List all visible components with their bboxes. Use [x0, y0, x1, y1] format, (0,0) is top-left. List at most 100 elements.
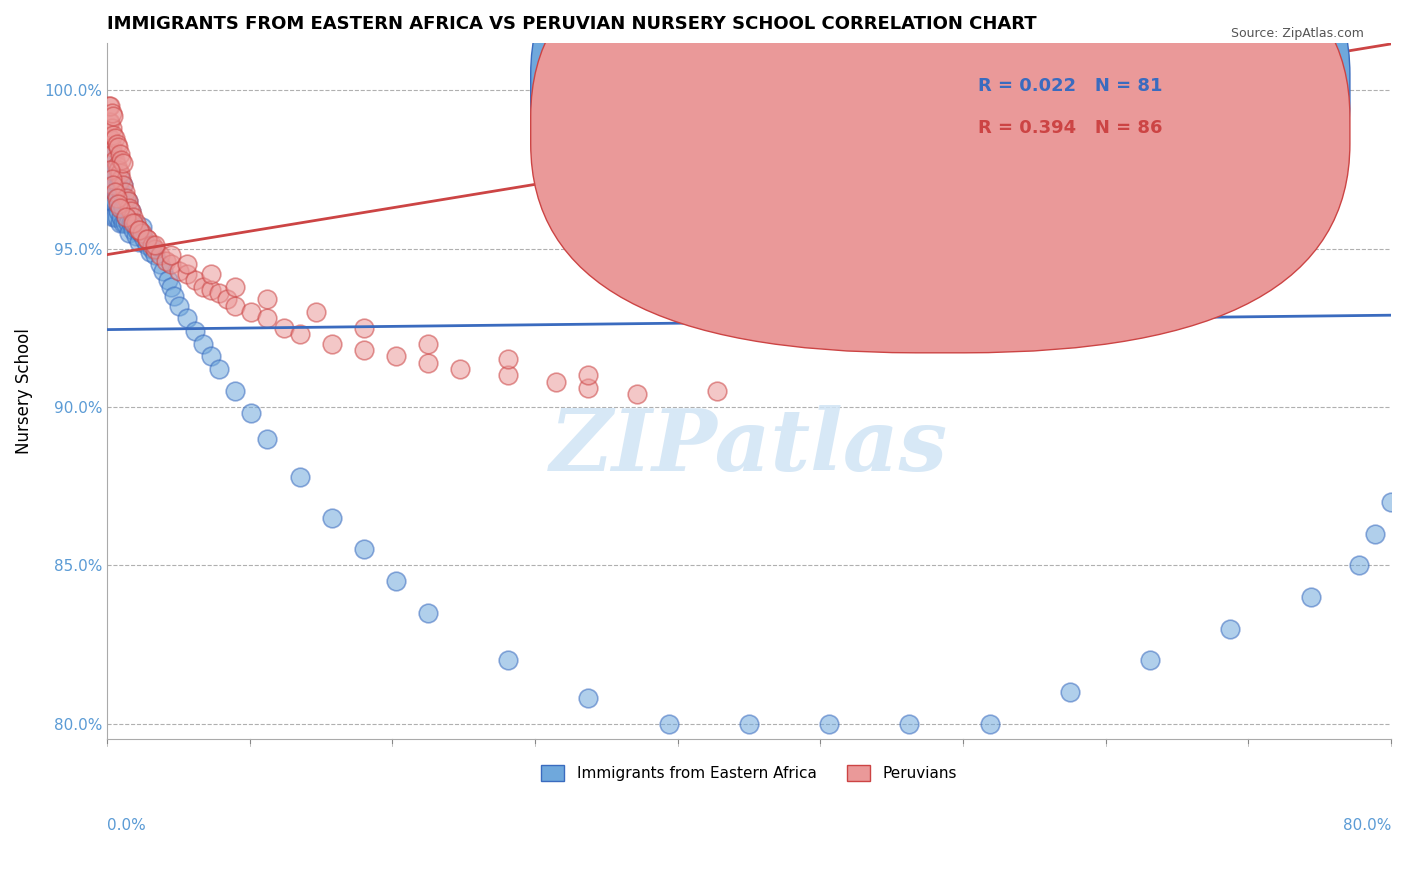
Point [132, 232, 155, 246]
Point [110, 172, 132, 186]
Point [125, 229, 148, 244]
Point [353, 343, 375, 357]
Point [321, 510, 343, 524]
Point [167, 264, 190, 278]
Point [98, 162, 121, 177]
Point [101, 146, 124, 161]
Point [110, 185, 132, 199]
Point [103, 210, 125, 224]
Point [208, 362, 231, 376]
Point [200, 283, 222, 297]
Point [111, 156, 134, 170]
Point [224, 384, 246, 398]
Point [578, 691, 600, 706]
Point [163, 289, 186, 303]
Point [97, 131, 120, 145]
Point [114, 216, 136, 230]
Point [103, 109, 125, 123]
Point [152, 264, 174, 278]
Point [120, 216, 142, 230]
Point [105, 191, 128, 205]
Point [288, 469, 311, 483]
Point [184, 273, 207, 287]
Point [114, 185, 136, 199]
Point [176, 311, 198, 326]
Point [131, 226, 153, 240]
Point [160, 248, 183, 262]
Point [224, 299, 246, 313]
Point [101, 105, 124, 120]
Point [217, 293, 239, 307]
Point [979, 716, 1001, 731]
Point [1379, 495, 1402, 509]
Point [139, 244, 162, 259]
Text: R = 0.022   N = 81: R = 0.022 N = 81 [977, 77, 1161, 95]
Text: R = 0.394   N = 86: R = 0.394 N = 86 [977, 119, 1161, 136]
Point [97, 115, 120, 129]
Point [321, 336, 343, 351]
Point [143, 248, 166, 262]
Point [136, 238, 159, 252]
Point [449, 362, 471, 376]
Point [111, 178, 134, 193]
Point [167, 299, 190, 313]
Point [103, 146, 125, 161]
Point [184, 324, 207, 338]
Point [304, 305, 326, 319]
Point [118, 226, 141, 240]
Point [1139, 653, 1161, 667]
Point [103, 194, 125, 209]
Point [156, 273, 179, 287]
Point [120, 203, 142, 218]
Point [738, 716, 761, 731]
Point [208, 285, 231, 300]
Point [97, 162, 120, 177]
Point [114, 194, 136, 209]
Text: Source: ZipAtlas.com: Source: ZipAtlas.com [1230, 27, 1364, 40]
Point [105, 210, 128, 224]
Point [136, 232, 159, 246]
Point [122, 216, 145, 230]
Point [200, 267, 222, 281]
Point [104, 131, 127, 145]
Point [104, 185, 127, 199]
Point [353, 320, 375, 334]
Point [105, 137, 128, 152]
Point [1299, 590, 1322, 604]
Point [121, 210, 143, 224]
Point [496, 352, 519, 367]
Point [496, 653, 519, 667]
Point [224, 279, 246, 293]
Point [578, 381, 600, 395]
Point [111, 201, 134, 215]
Point [288, 327, 311, 342]
FancyBboxPatch shape [530, 0, 1350, 353]
Point [155, 254, 177, 268]
Y-axis label: Nursery School: Nursery School [15, 328, 32, 454]
Point [546, 375, 568, 389]
Point [141, 242, 163, 256]
FancyBboxPatch shape [884, 54, 1230, 161]
Point [125, 216, 148, 230]
Point [256, 293, 278, 307]
Point [115, 191, 138, 205]
Point [117, 194, 139, 209]
Point [107, 203, 129, 218]
Point [141, 238, 163, 252]
Text: 0.0%: 0.0% [107, 819, 146, 833]
Legend: Immigrants from Eastern Africa, Peruvians: Immigrants from Eastern Africa, Peruvian… [536, 759, 963, 788]
Point [818, 115, 841, 129]
Point [97, 99, 120, 113]
Point [108, 172, 131, 186]
Point [385, 349, 408, 363]
Point [108, 166, 131, 180]
Point [98, 115, 121, 129]
Text: ZIPatlas: ZIPatlas [550, 405, 948, 489]
Point [115, 210, 138, 224]
Point [97, 178, 120, 193]
Point [160, 279, 183, 293]
Point [101, 121, 124, 136]
Point [416, 336, 439, 351]
Point [101, 172, 124, 186]
Point [98, 131, 121, 145]
